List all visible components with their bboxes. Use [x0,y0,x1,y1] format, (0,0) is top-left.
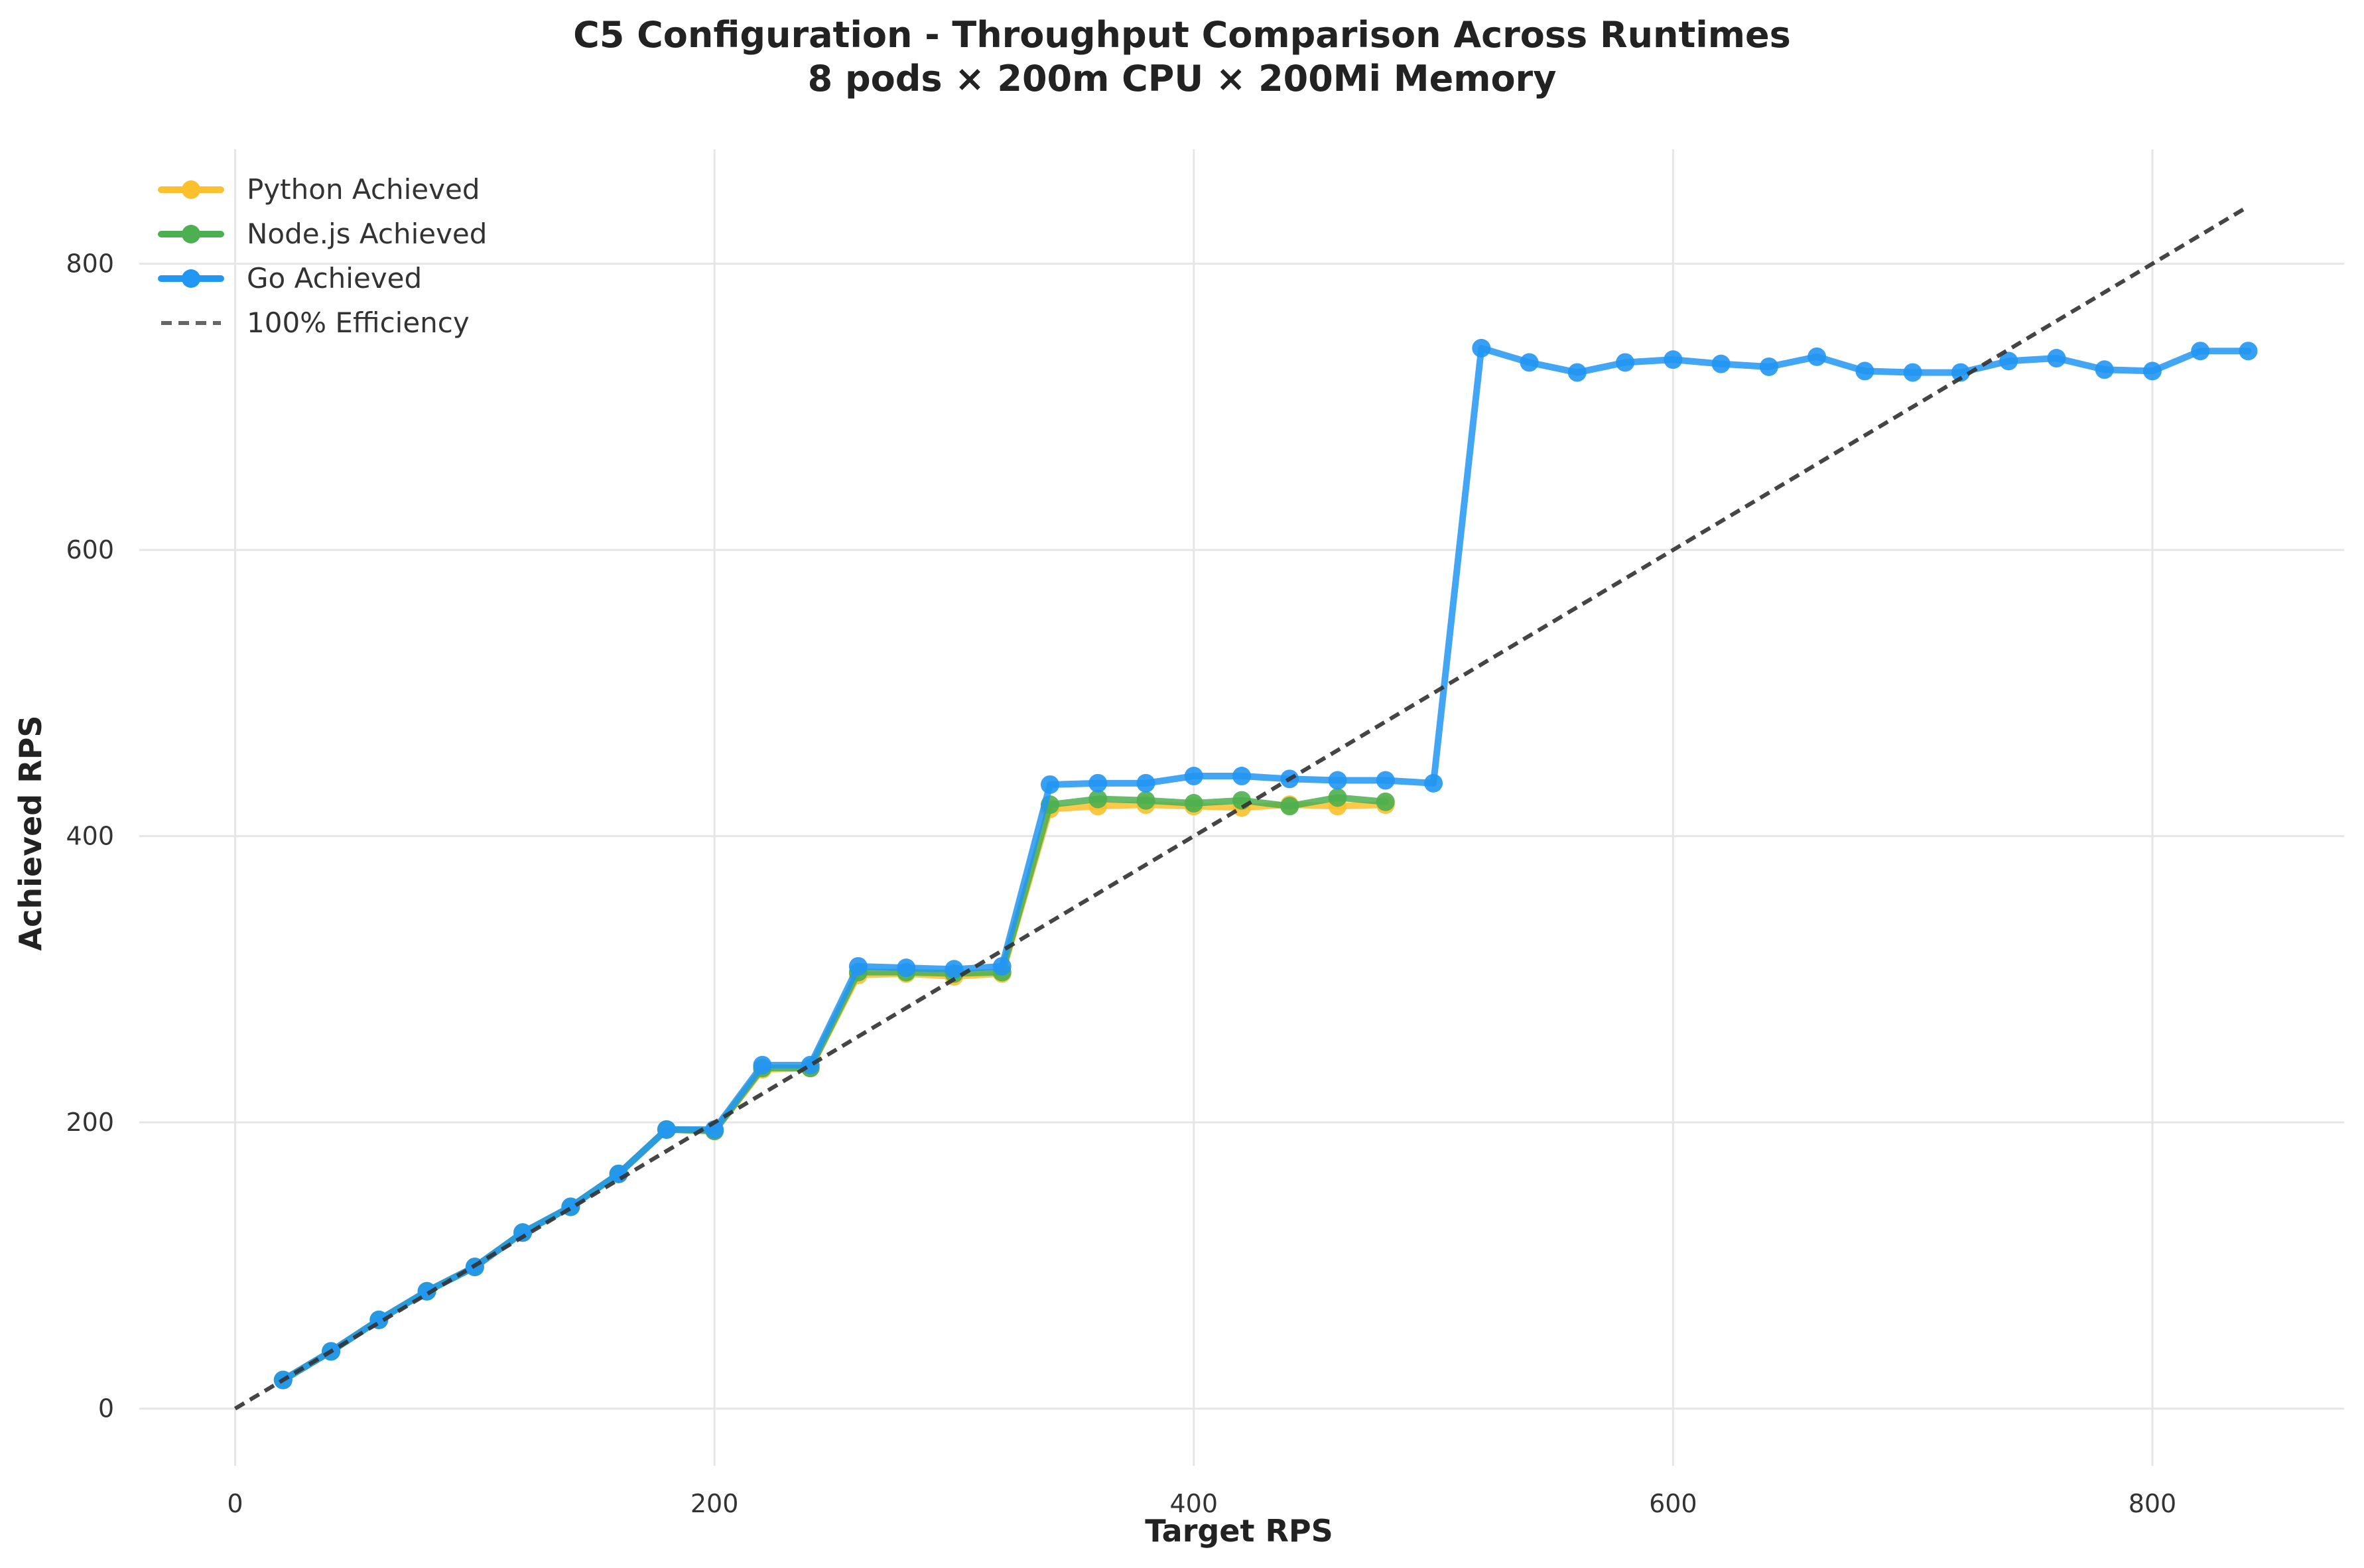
data-point-go-achieved [848,956,868,976]
data-point-go-achieved [945,960,964,979]
data-point-go-achieved [1424,773,1443,793]
reference-line-100-efficiency [233,204,2250,1411]
data-point-go-achieved [753,1055,772,1075]
data-point-go-achieved [1328,771,1347,790]
y-axis-ticks: 0 200 400 600 800 [66,249,114,1423]
data-point-go-achieved [1759,357,1778,376]
chart-title: C5 Configuration - Throughput Comparison… [573,14,1791,56]
data-point-node-js-achieved [1232,791,1251,810]
y-tick-label: 200 [66,1108,114,1137]
data-point-go-achieved [897,958,916,978]
legend-item-efficiency: 100% Efficiency [161,306,470,339]
x-axis-label: Target RPS [1145,1513,1333,1549]
data-point-go-achieved [2142,361,2162,381]
x-tick-label: 400 [1169,1489,1218,1518]
data-point-go-achieved [992,956,1012,976]
data-point-go-achieved [1520,353,1539,372]
data-point-go-achieved [1903,363,1922,382]
data-point-go-achieved [1184,767,1203,786]
legend-marker-go [182,269,200,288]
data-point-node-js-achieved [1280,797,1299,816]
data-point-go-achieved [1807,347,1827,366]
data-point-go-achieved [1664,350,1683,369]
data-point-node-js-achieved [1376,792,1395,811]
data-point-node-js-achieved [1088,789,1108,809]
data-point-go-achieved [1376,771,1395,790]
data-point-go-achieved [1232,767,1251,786]
data-point-go-achieved [2047,349,2066,368]
legend: Python Achieved Node.js Achieved Go Achi… [158,173,487,339]
y-tick-label: 0 [98,1394,114,1423]
data-point-go-achieved [2239,342,2258,361]
data-point-go-achieved [1088,773,1108,793]
legend-label-python: Python Achieved [247,173,480,206]
legend-item-nodejs: Node.js Achieved [158,218,487,250]
data-point-go-achieved [513,1223,533,1242]
y-axis-label: Achieved RPS [13,716,48,951]
data-point-go-achieved [1711,354,1731,373]
x-tick-label: 600 [1649,1489,1697,1518]
data-point-go-achieved [1567,363,1587,382]
legend-label-nodejs: Node.js Achieved [247,218,487,250]
data-point-go-achieved [1855,361,1874,381]
data-point-go-achieved [2095,360,2114,379]
x-tick-label: 0 [227,1489,243,1518]
series-node-js-achieved [273,788,1395,1390]
data-point-go-achieved [1951,363,1970,382]
series-line-python-achieved [279,801,1389,1384]
legend-label-efficiency: 100% Efficiency [247,306,470,339]
data-point-node-js-achieved [1328,788,1347,807]
data-point-node-js-achieved [1184,794,1203,813]
series-go-achieved [273,338,2258,1390]
data-point-go-achieved [801,1055,820,1075]
legend-marker-nodejs [182,225,200,243]
legend-item-python: Python Achieved [158,173,480,206]
series-python-achieved [273,795,1395,1390]
legend-label-go: Go Achieved [247,262,422,294]
data-point-go-achieved [417,1281,436,1301]
series-layer [233,204,2258,1411]
y-tick-label: 800 [66,249,114,279]
data-point-go-achieved [2191,342,2210,361]
data-point-go-achieved [657,1120,676,1139]
y-tick-label: 600 [66,535,114,564]
series-line-go-achieved [279,344,2252,1384]
x-axis-ticks: 0 200 400 600 800 [227,1489,2176,1518]
legend-item-go: Go Achieved [158,262,422,294]
data-point-go-achieved [1136,773,1155,793]
data-point-go-achieved [1616,353,1635,372]
x-tick-label: 200 [690,1489,739,1518]
y-tick-label: 400 [66,822,114,851]
data-point-go-achieved [1472,338,1491,358]
series-line-node-js-achieved [279,794,1389,1384]
chart-subtitle: 8 pods × 200m CPU × 200Mi Memory [807,58,1557,99]
legend-marker-python [182,180,200,199]
x-tick-label: 800 [2129,1489,2177,1518]
data-point-go-achieved [1999,352,2018,371]
data-point-go-achieved [1040,775,1059,794]
data-point-node-js-achieved [1136,791,1155,810]
